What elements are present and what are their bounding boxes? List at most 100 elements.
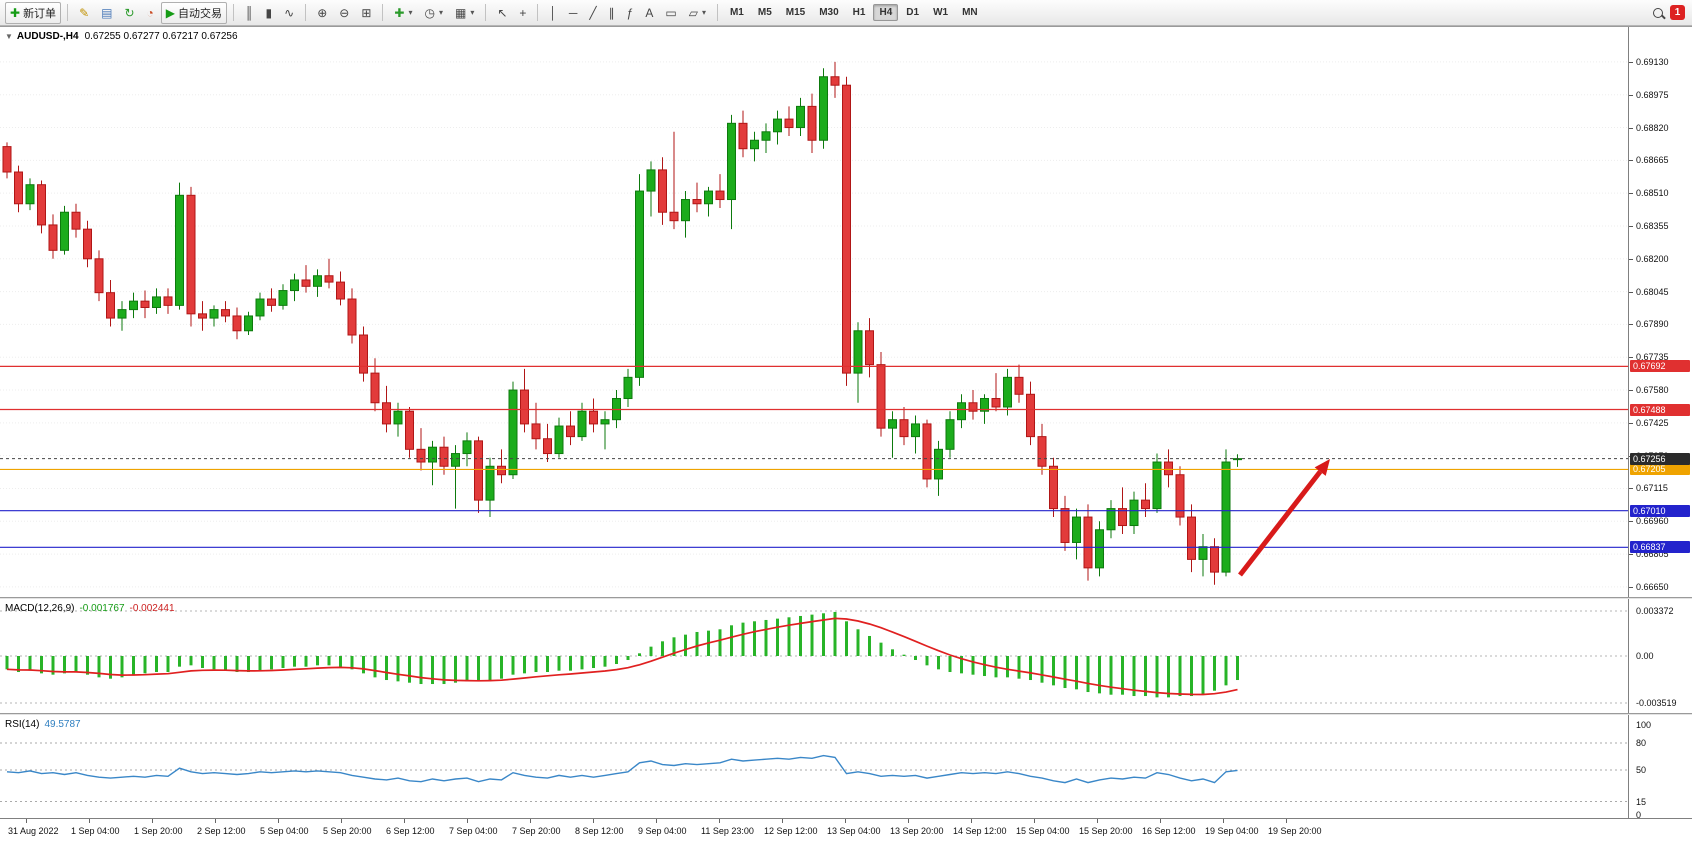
price-line-label: 0.67488 — [1630, 403, 1690, 416]
market-watch-icon[interactable]: ▤ — [96, 4, 117, 22]
time-axis-tick — [1097, 819, 1098, 823]
zoom-in-icon[interactable]: ⊕ — [312, 4, 332, 22]
vertical-line-icon[interactable]: │ — [544, 4, 562, 22]
timeframe-button-d1[interactable]: D1 — [906, 7, 920, 18]
pane-splitter[interactable] — [0, 597, 1692, 599]
bar-chart-icon[interactable]: ║ — [240, 4, 259, 22]
templates-icon[interactable]: ▦ ▾ — [450, 4, 479, 22]
price-axis-label: 0.68820 — [1636, 122, 1669, 133]
metaeditor-icon[interactable]: ✎ — [74, 4, 94, 22]
macd-name: MACD(12,26,9) — [5, 603, 75, 614]
macd-indicator-label: MACD(12,26,9) -0.001767 -0.002441 — [5, 603, 175, 614]
timeframe-button-mn[interactable]: MN — [962, 7, 978, 18]
candles — [2, 61, 1242, 585]
new-order-button-label: 新订单 — [23, 7, 57, 20]
rsi-line — [6, 754, 1238, 784]
timeframe-button-m15[interactable]: M15 — [785, 7, 806, 18]
timeframe-button-m30[interactable]: M30 — [819, 7, 839, 18]
timeframe-button-w1[interactable]: W1 — [933, 7, 949, 18]
price-axis-label: 0.67115 — [1636, 483, 1668, 494]
label-icon: ▭ — [665, 5, 677, 20]
price-axis-label: 0.68045 — [1636, 286, 1669, 297]
time-axis-label: 19 Sep 04:00 — [1205, 826, 1259, 836]
chart-title: ▼ AUDUSD-,H4 0.67255 0.67277 0.67217 0.672… — [5, 31, 238, 42]
axis-tick — [1629, 291, 1633, 293]
time-axis-label: 9 Sep 04:00 — [638, 826, 687, 836]
price-grid — [0, 61, 1628, 588]
timeframe-button-m5[interactable]: M5 — [757, 7, 772, 18]
candlestick-icon: ▮ — [265, 5, 273, 20]
history-center-icon[interactable]: ◔ — [142, 4, 159, 22]
time-axis-label: 8 Sep 12:00 — [575, 826, 624, 836]
time-axis-label: 1 Sep 04:00 — [71, 826, 120, 836]
periods-icon[interactable]: ◷ ▾ — [419, 4, 448, 22]
macd-value-main: -0.001767 — [79, 603, 125, 614]
rsi-name: RSI(14) — [5, 719, 40, 730]
rsi-axis-label: 100 — [1636, 720, 1652, 730]
time-axis[interactable]: 31 Aug 2022 1 Sep 04:00 1 Sep 20:00 2 Sep 1… — [0, 818, 1692, 846]
crosshair-icon[interactable]: + — [514, 4, 531, 22]
trend-arrow[interactable] — [1238, 459, 1330, 577]
horizontal-line-icon: ─ — [568, 5, 578, 20]
indicators-icon[interactable]: ✚ ▾ — [389, 4, 417, 22]
timeframe-button-m1[interactable]: M1 — [729, 7, 744, 18]
price-axis-label: 0.66805 — [1636, 549, 1669, 560]
price-scale[interactable]: 0.69130 0.68975 0.68820 0.68665 0.68510 0.683… — [1628, 27, 1692, 820]
search-icon[interactable] — [1648, 5, 1668, 21]
macd-pane[interactable] — [0, 599, 1628, 713]
time-axis-tick — [1286, 819, 1287, 823]
refresh-icon[interactable]: ↻ — [119, 4, 139, 22]
label-icon[interactable]: ▭ — [660, 4, 681, 22]
time-axis-tick — [719, 819, 720, 823]
dropdown-caret-icon: ▾ — [470, 8, 475, 17]
one-click-trading-toggle[interactable]: ▼ — [5, 32, 13, 41]
shapes-icon[interactable]: ▱ ▾ — [684, 4, 711, 22]
dropdown-caret-icon: ▾ — [408, 8, 413, 17]
chart-window[interactable]: ▼ AUDUSD-,H4 0.67255 0.67277 0.67217 0.672… — [0, 26, 1692, 846]
zoom-out-icon[interactable]: ⊖ — [334, 4, 354, 22]
autotrading-button-label: 自动交易 — [178, 7, 223, 20]
autotrading-button[interactable]: ▶ 自动交易 — [160, 1, 228, 24]
macd-axis-label: 0.00 — [1636, 651, 1654, 661]
text-icon: A — [645, 5, 654, 20]
price-pane[interactable] — [0, 27, 1628, 597]
time-axis-tick — [908, 819, 909, 823]
notification-badge[interactable]: 1 — [1670, 5, 1685, 20]
axis-tick — [1629, 357, 1633, 359]
axis-tick — [1629, 554, 1633, 556]
toolbar-separator — [382, 4, 384, 21]
channel-icon[interactable]: ∥ — [604, 4, 620, 22]
candlestick-icon[interactable]: ▮ — [261, 4, 278, 22]
axis-tick — [1629, 586, 1633, 588]
time-axis-tick — [971, 819, 972, 823]
indicators-icon: ✚ — [394, 5, 405, 20]
time-axis-label: 6 Sep 12:00 — [386, 826, 435, 836]
text-icon[interactable]: A — [640, 4, 658, 22]
trendline-icon[interactable]: ╱ — [584, 4, 601, 22]
pane-splitter[interactable] — [0, 713, 1692, 715]
tile-windows-icon: ⊞ — [361, 5, 372, 20]
chart-symbol-label: AUDUSD-,H4 — [16, 31, 79, 42]
timeframe-button-h1[interactable]: H1 — [852, 7, 866, 18]
time-axis-label: 2 Sep 12:00 — [197, 826, 246, 836]
rsi-axis-label: 50 — [1636, 765, 1647, 775]
line-chart-icon[interactable]: ∿ — [279, 4, 299, 22]
cursor-icon[interactable]: ↖ — [492, 4, 512, 22]
fibonacci-icon[interactable]: ƒ — [622, 4, 639, 22]
tile-windows-icon[interactable]: ⊞ — [356, 4, 376, 22]
trendline-icon: ╱ — [589, 5, 597, 20]
horizontal-line-icon[interactable]: ─ — [564, 4, 583, 22]
price-line-label: 0.67010 — [1630, 504, 1690, 517]
macd-signal-line — [6, 617, 1238, 696]
price-line-label: 0.66837 — [1630, 541, 1690, 554]
time-axis-label: 12 Sep 12:00 — [764, 826, 818, 836]
time-axis-tick — [1223, 819, 1224, 823]
timeframe-button-h4[interactable]: H4 — [873, 4, 899, 21]
new-order-button[interactable]: ✚ 新订单 — [5, 1, 62, 24]
time-axis-label: 16 Sep 12:00 — [1142, 826, 1196, 836]
price-axis-label: 0.67425 — [1636, 417, 1669, 428]
rsi-pane[interactable] — [0, 715, 1628, 819]
time-axis-tick — [782, 819, 783, 823]
toolbar-separator — [67, 4, 69, 21]
